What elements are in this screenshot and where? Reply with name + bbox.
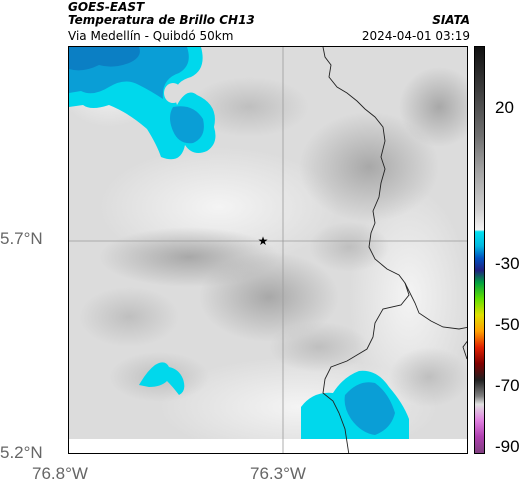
- cloud-patch-mid: [269, 322, 369, 372]
- colorbar-label-minus70: -70: [495, 376, 520, 395]
- title-satellite: GOES-EAST: [68, 0, 145, 14]
- cloud-patch-dark: [299, 112, 439, 222]
- title-product: Temperatura de Brillo CH13: [68, 13, 255, 27]
- lon-label-left: 76.8°W: [32, 464, 88, 483]
- satellite-map[interactable]: ★: [68, 46, 468, 454]
- colder-cloud-bottom-right: [344, 382, 395, 435]
- temperature-colorbar: [474, 46, 485, 454]
- colorbar-label-minus30: -30: [495, 254, 520, 273]
- lat-label-bottom: 5.2°N: [0, 443, 43, 462]
- colder-cloud-top-left-lobe: [170, 106, 204, 144]
- department-border: [322, 47, 410, 453]
- coldest-cloud-top-left: [69, 47, 140, 71]
- lat-label-top: 5.7°N: [0, 229, 43, 248]
- no-data-strip: [69, 439, 467, 453]
- colorbar-label-minus90: -90: [495, 437, 520, 456]
- cloud-patch-mid: [309, 222, 389, 272]
- cloud-gap: [164, 83, 182, 103]
- cloud-patch-dark: [399, 67, 467, 147]
- cold-cloud-bottom-left: [139, 362, 185, 395]
- lon-label-right: 76.3°W: [250, 464, 306, 483]
- star-icon: ★: [258, 234, 269, 248]
- department-border-east: [404, 282, 467, 360]
- datetime-label: 2024-04-01 03:19: [361, 29, 470, 43]
- brand-label: SIATA: [432, 13, 470, 27]
- cloud-patch-mid: [389, 347, 467, 407]
- subtitle-route: Via Medellín - Quibdó 50km: [68, 29, 234, 43]
- cloud-patch-mid: [189, 77, 309, 137]
- colorbar-label-minus50: -50: [495, 315, 520, 334]
- cloud-patch-mid: [79, 287, 179, 347]
- map-canvas: ★: [69, 47, 467, 453]
- colorbar-label-20: 20: [495, 98, 514, 117]
- cloud-patch-dark: [199, 252, 339, 342]
